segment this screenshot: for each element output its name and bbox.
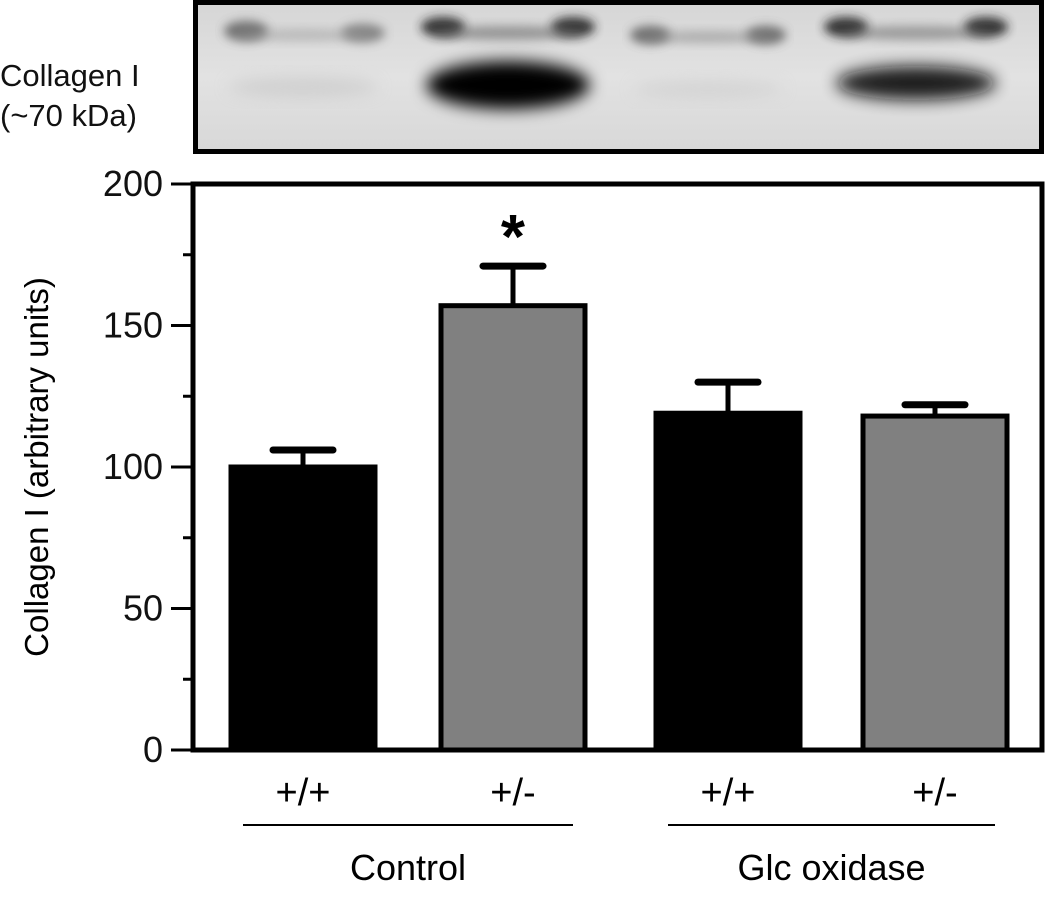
y-tick-label: 0 bbox=[143, 729, 163, 770]
y-axis-label: Collagen I (arbitrary units) bbox=[18, 277, 55, 657]
x-category-label: +/- bbox=[912, 772, 957, 814]
y-tick-label: 200 bbox=[103, 163, 163, 204]
x-category-label: +/+ bbox=[276, 772, 331, 814]
x-category-label: +/- bbox=[490, 772, 535, 814]
bar-4 bbox=[860, 413, 1010, 753]
bar-3 bbox=[653, 410, 803, 753]
group-label: Glc oxidase bbox=[737, 847, 925, 888]
blot-label-line2: (~70 kDa) bbox=[0, 98, 137, 133]
bars bbox=[228, 262, 1010, 753]
x-category-label: +/+ bbox=[701, 772, 756, 814]
bar-1 bbox=[228, 464, 378, 753]
y-tick-label: 150 bbox=[103, 305, 163, 346]
bar-2 bbox=[438, 303, 588, 753]
significance-marker: * bbox=[501, 203, 526, 272]
labels: 0 50 100 150 200 Collagen I (arbitrary units)… bbox=[18, 163, 995, 888]
axes bbox=[171, 181, 1045, 753]
western-blot-bands bbox=[198, 5, 1039, 149]
blot-label-line1: Collagen I bbox=[0, 58, 140, 93]
western-blot-image bbox=[193, 0, 1044, 154]
group-label: Control bbox=[350, 847, 466, 888]
y-tick-label: 100 bbox=[103, 446, 163, 487]
y-tick-label: 50 bbox=[123, 588, 163, 629]
